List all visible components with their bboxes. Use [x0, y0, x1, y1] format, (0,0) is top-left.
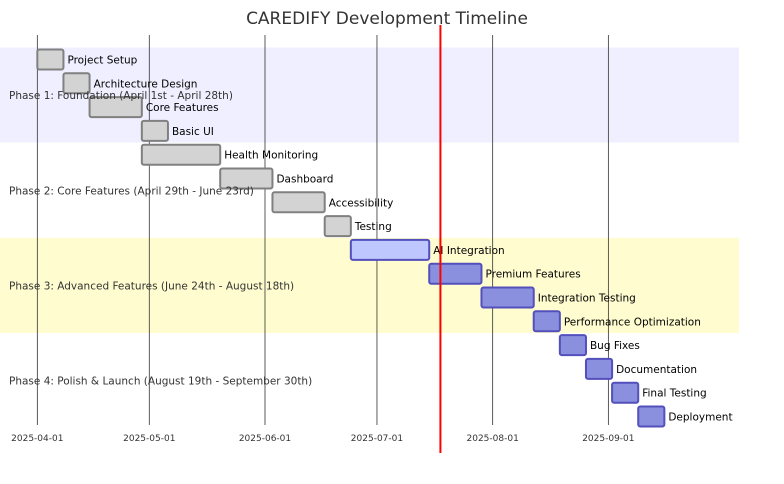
task-label: Basic UI — [172, 126, 214, 138]
section-label: Phase 2: Core Features (April 29th - Jun… — [9, 185, 254, 197]
x-tick-label: 2025-05-01 — [123, 434, 175, 444]
task-label: Testing — [354, 221, 392, 233]
task-label: Premium Features — [485, 269, 580, 281]
section-label: Phase 1: Foundation (April 1st - April 2… — [9, 90, 233, 102]
task-bar — [140, 143, 222, 166]
section-band — [0, 47, 739, 143]
task-label: AI Integration — [433, 245, 504, 257]
section-label: Phase 4: Polish & Launch (August 19th - … — [9, 376, 312, 388]
section-labels: Phase 1: Foundation (April 1st - April 2… — [9, 90, 312, 388]
task-label: Architecture Design — [94, 78, 198, 90]
task-bar — [36, 48, 65, 71]
task-label: Final Testing — [642, 388, 706, 400]
task-label: Accessibility — [329, 197, 394, 209]
task-bar — [637, 405, 666, 428]
task-label: Documentation — [616, 364, 697, 376]
task-bar — [62, 72, 91, 95]
task-bar — [323, 215, 352, 238]
task-bars: Project Setup Architecture Design Core Fea… — [36, 48, 733, 428]
task-label: Integration Testing — [538, 293, 636, 305]
x-tick-label: 2025-04-01 — [11, 434, 63, 444]
task-bar — [140, 119, 169, 142]
section-band — [0, 142, 739, 238]
x-tick-label: 2025-06-01 — [239, 434, 291, 444]
task-label: Core Features — [146, 102, 219, 114]
x-tick-label: 2025-08-01 — [467, 434, 519, 444]
task-bar — [558, 334, 587, 357]
task-bar — [584, 357, 614, 380]
chart-title: CAREDIFY Development Timeline — [246, 9, 528, 29]
section-label: Phase 3: Advanced Features (June 24th - … — [9, 281, 294, 293]
task-bar — [532, 310, 561, 333]
task-label: Project Setup — [67, 55, 137, 67]
task-bar — [88, 96, 143, 119]
task-label: Bug Fixes — [590, 340, 640, 352]
task-bar — [219, 167, 274, 190]
task-bar — [428, 262, 483, 285]
task-label: Deployment — [668, 412, 732, 424]
task-bar — [271, 191, 326, 214]
task-bar — [349, 238, 431, 261]
x-tick-label: 2025-07-01 — [351, 434, 403, 444]
x-axis-ticks: 2025-04-01 2025-05-01 2025-06-01 2025-07-01… — [11, 434, 634, 444]
task-label: Health Monitoring — [224, 150, 318, 162]
task-label: Dashboard — [276, 174, 333, 186]
x-tick-label: 2025-09-01 — [582, 434, 634, 444]
task-bar — [480, 286, 535, 309]
task-label: Performance Optimization — [564, 316, 701, 328]
section-bands — [0, 47, 739, 429]
task-bar — [611, 381, 640, 404]
section-band — [0, 333, 739, 429]
grid-lines — [36, 35, 609, 425]
